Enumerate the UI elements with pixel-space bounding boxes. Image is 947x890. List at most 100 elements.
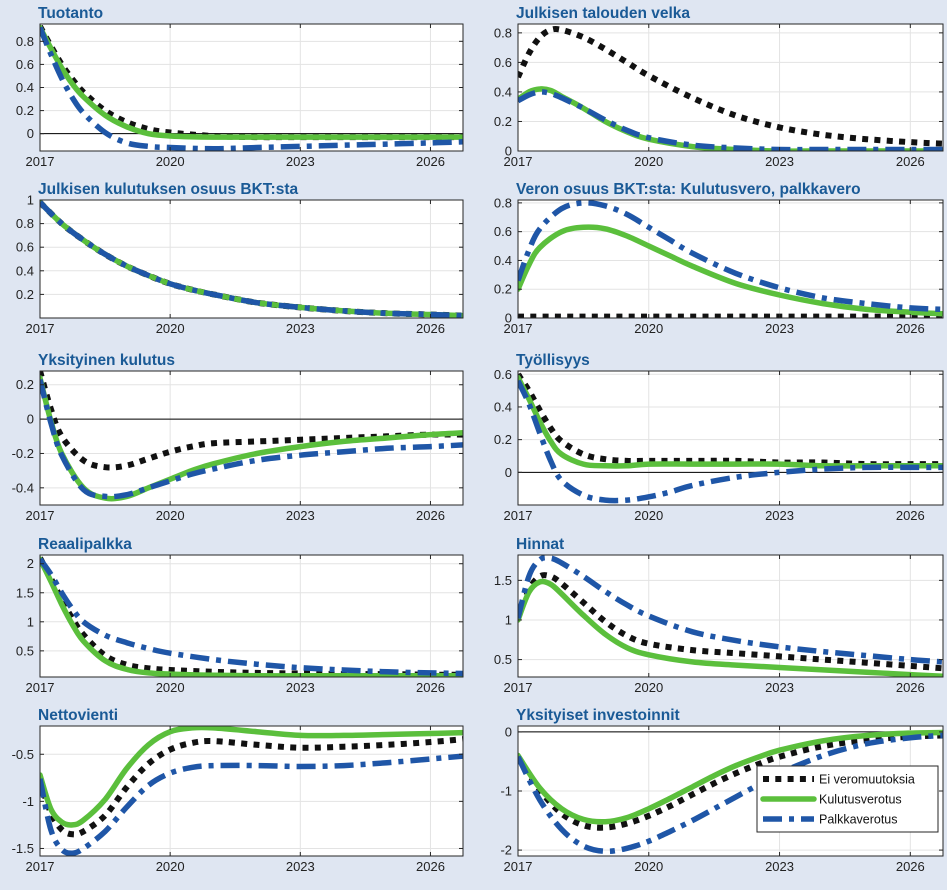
x-tick-label: 2023 <box>286 508 315 523</box>
x-tick-label: 2026 <box>896 508 925 523</box>
y-tick-label: 0.4 <box>494 253 512 268</box>
x-tick-label: 2017 <box>26 508 55 523</box>
y-tick-label: 0.2 <box>16 103 34 118</box>
series-line-pa <box>40 26 463 151</box>
x-tick-label: 2017 <box>504 321 533 336</box>
series-line-pa <box>40 200 463 318</box>
x-tick-label: 2017 <box>26 154 55 169</box>
y-tick-label: -2 <box>500 843 512 858</box>
y-tick-label: 0.6 <box>494 224 512 239</box>
y-tick-label: 0 <box>505 144 512 159</box>
series-line-pa <box>518 379 943 504</box>
panel-title: Julkisen talouden velka <box>516 5 690 22</box>
series-line-ku <box>40 726 463 828</box>
y-tick-label: 1.5 <box>494 573 512 588</box>
x-tick-label: 2026 <box>416 680 445 695</box>
y-tick-label: 0.5 <box>16 643 34 658</box>
y-tick-label: 0.2 <box>494 282 512 297</box>
y-tick-label: 0.2 <box>16 377 34 392</box>
plot-area <box>518 555 943 677</box>
series-line-ku <box>40 375 463 502</box>
legend-label: Ei veromuutoksia <box>819 773 915 787</box>
y-tick-label: 0 <box>505 465 512 480</box>
x-tick-label: 2020 <box>156 508 185 523</box>
x-tick-label: 2023 <box>765 508 794 523</box>
x-tick-label: 2020 <box>634 508 663 523</box>
x-tick-label: 2026 <box>416 508 445 523</box>
x-tick-label: 2023 <box>286 859 315 874</box>
plot-area <box>518 200 943 318</box>
y-tick-label: 0.6 <box>16 240 34 255</box>
series-line-ku <box>518 578 943 677</box>
panel-title: Nettovienti <box>38 707 118 724</box>
series-line-ei <box>40 736 463 838</box>
x-tick-label: 2017 <box>504 859 533 874</box>
x-tick-label: 2020 <box>634 680 663 695</box>
x-tick-label: 2023 <box>765 859 794 874</box>
panel-title: Hinnat <box>516 536 564 553</box>
plot-frame <box>517 199 944 319</box>
plot-frame <box>39 370 464 506</box>
x-tick-label: 2020 <box>156 680 185 695</box>
y-tick-label: 0.8 <box>494 25 512 40</box>
y-tick-label: -0.2 <box>12 446 34 461</box>
x-tick-label: 2020 <box>156 154 185 169</box>
plot-area <box>518 24 943 151</box>
x-tick-label: 2020 <box>634 321 663 336</box>
series-line-ei <box>518 372 943 468</box>
series-line-ei <box>518 732 943 831</box>
y-tick-label: 0.2 <box>16 287 34 302</box>
panel-title: Yksityiset investoinnit <box>516 707 680 724</box>
x-tick-label: 2023 <box>286 680 315 695</box>
series-line-pa <box>40 753 463 856</box>
y-tick-label: 0.8 <box>16 34 34 49</box>
y-tick-label: 0 <box>505 724 512 739</box>
x-tick-label: 2020 <box>634 859 663 874</box>
y-tick-label: 0.6 <box>494 55 512 70</box>
y-tick-label: 0.6 <box>494 367 512 382</box>
y-tick-label: 2 <box>27 556 34 571</box>
panel-title: Yksityinen kulutus <box>38 352 175 369</box>
y-tick-label: 0.8 <box>16 216 34 231</box>
x-tick-label: 2017 <box>504 154 533 169</box>
y-tick-label: 0.4 <box>16 80 34 95</box>
x-tick-label: 2026 <box>896 154 925 169</box>
x-tick-label: 2023 <box>286 321 315 336</box>
x-tick-label: 2017 <box>26 321 55 336</box>
y-tick-label: 0.4 <box>494 399 512 414</box>
plot-frame <box>517 554 944 678</box>
series-line-ku <box>518 729 943 825</box>
y-tick-label: 1 <box>27 193 34 208</box>
panel-title: Reaalipalkka <box>38 536 132 553</box>
series-line-pa <box>518 200 943 313</box>
series-line-ei <box>40 556 463 677</box>
x-tick-label: 2017 <box>26 859 55 874</box>
plot-frame <box>39 554 464 678</box>
plot-area <box>518 371 943 505</box>
x-tick-label: 2026 <box>416 154 445 169</box>
y-tick-label: -1 <box>500 784 512 799</box>
y-tick-label: 0 <box>505 311 512 326</box>
x-tick-label: 2026 <box>896 859 925 874</box>
x-tick-label: 2017 <box>26 680 55 695</box>
series-line-pa <box>40 557 463 677</box>
y-tick-label: 0.8 <box>494 195 512 210</box>
y-tick-label: 1 <box>27 614 34 629</box>
y-tick-label: 0 <box>27 126 34 141</box>
series-line-ku <box>518 224 943 317</box>
series-line-ei <box>518 26 943 147</box>
series-line-ei <box>518 572 943 672</box>
x-tick-label: 2020 <box>156 321 185 336</box>
y-tick-label: 0.2 <box>494 432 512 447</box>
panel-title: Tuotanto <box>38 5 103 22</box>
x-tick-label: 2017 <box>504 508 533 523</box>
y-tick-label: -0.4 <box>12 480 34 495</box>
x-tick-label: 2026 <box>896 321 925 336</box>
y-tick-label: -1 <box>22 794 34 809</box>
x-tick-label: 2026 <box>416 859 445 874</box>
series-line-pa <box>40 378 463 500</box>
x-tick-label: 2020 <box>156 859 185 874</box>
y-tick-label: 0.4 <box>494 84 512 99</box>
y-tick-label: -1.5 <box>12 841 34 856</box>
